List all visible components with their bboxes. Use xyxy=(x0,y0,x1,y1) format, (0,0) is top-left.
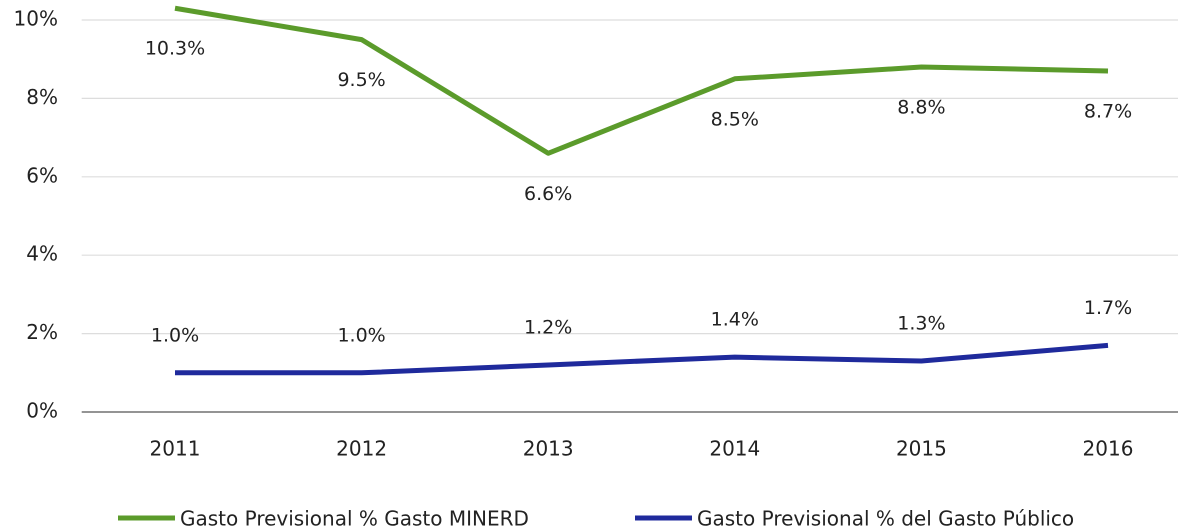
data-label: 1.4% xyxy=(711,309,759,331)
y-tick-label: 6% xyxy=(26,163,58,187)
data-label: 1.0% xyxy=(337,324,385,346)
data-label: 8.8% xyxy=(897,97,945,119)
data-label: 8.5% xyxy=(711,108,759,130)
data-label: 8.7% xyxy=(1084,100,1132,122)
y-tick-label: 4% xyxy=(26,242,58,266)
line xyxy=(174,5,1109,156)
legend-label: Gasto Previsional % Gasto MINERD xyxy=(180,507,529,531)
y-tick-label: 2% xyxy=(26,320,58,344)
x-tick-label: 2012 xyxy=(336,437,387,461)
x-tick-label: 2014 xyxy=(709,437,760,461)
data-label: 6.6% xyxy=(524,183,572,205)
data-label: 1.7% xyxy=(1084,297,1132,319)
x-tick-label: 2011 xyxy=(150,437,201,461)
legend-label: Gasto Previsional % del Gasto Público xyxy=(697,507,1074,531)
data-label: 1.0% xyxy=(151,324,199,346)
data-label: 10.3% xyxy=(145,38,205,60)
x-tick-label: 2015 xyxy=(896,437,947,461)
x-tick-label: 2016 xyxy=(1083,437,1134,461)
y-tick-label: 0% xyxy=(26,399,58,423)
data-label: 1.2% xyxy=(524,316,572,338)
data-label: 1.3% xyxy=(897,313,945,335)
y-tick-label: 8% xyxy=(26,85,58,109)
data-label: 9.5% xyxy=(337,69,385,91)
x-tick-label: 2013 xyxy=(523,437,574,461)
y-tick-label: 10% xyxy=(14,7,58,31)
line xyxy=(175,342,1109,376)
